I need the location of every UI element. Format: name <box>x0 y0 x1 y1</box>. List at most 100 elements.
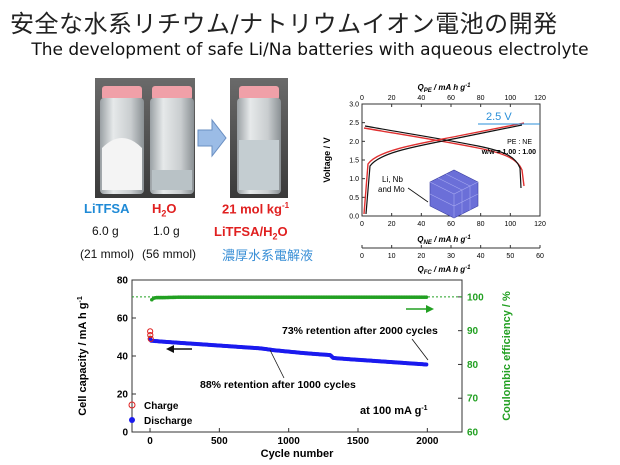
fc-tick-label: 20 <box>417 253 425 260</box>
cycle-x-tick-label: 1000 <box>278 436 301 447</box>
salt-vial <box>100 86 144 194</box>
chart-legend: Charge Discharge <box>128 401 193 427</box>
retention-2000-pointer <box>411 338 429 361</box>
voltage-chart: QPE / mA h g-1 0 20 40 60 80 100 120 0.00.51.0… <box>322 83 546 276</box>
capacity-axis-arrow-icon <box>166 345 192 353</box>
top-tick-label: 80 <box>477 95 485 102</box>
top-axis-label: QPE / mA h g-1 <box>417 83 471 94</box>
page-title: 安全な水系リチウム/ナトリウムイオン電池の開発 <box>10 10 558 38</box>
water-mass: 1.0 g <box>153 224 180 238</box>
voltage-y-tick-label: 3.0 <box>349 102 359 109</box>
mixing-arrow-icon <box>197 118 227 158</box>
fc-tick-label: 60 <box>536 253 544 260</box>
efficiency-axis-arrow-icon <box>406 305 434 313</box>
retention-1000-annotation: 88% retention after 1000 cycles <box>200 379 356 391</box>
efficiency-y-tick-label: 90 <box>467 326 479 337</box>
elements-pointer <box>407 187 429 203</box>
cycle-x-axis-label: Cycle number <box>261 448 334 460</box>
efficiency-point <box>424 295 429 300</box>
bottom-axis-label: QNE / mA h g-1 <box>417 235 471 246</box>
top-tick-label: 20 <box>388 95 396 102</box>
voltage-y-tick-label: 1.0 <box>349 176 359 183</box>
retention-2000-annotation: 73% retention after 2000 cycles <box>282 325 438 337</box>
cycling-chart: 0 20 40 60 80 60 70 80 90 100 0 500 1000 1500 2000 C… <box>77 276 513 461</box>
product-concentration: 21 mol kg-1 <box>222 201 290 217</box>
mass-ratio-line-1: PE : NE <box>507 139 532 146</box>
capacity-y-tick-label: 0 <box>122 428 128 439</box>
crystal-structure-icon <box>429 169 479 219</box>
legend-charge-label: Charge <box>144 401 179 412</box>
ne-charge-curve <box>363 122 525 215</box>
bottom-tick-label: 80 <box>477 221 485 228</box>
fc-tick-label: 10 <box>388 253 396 260</box>
efficiency-y-tick-label: 100 <box>467 292 484 303</box>
voltage-y-tick-label: 2.0 <box>349 139 359 146</box>
capacity-y-tick-label: 40 <box>117 352 129 363</box>
fc-axis-ticks: 0 10 20 30 40 50 60 <box>360 245 544 260</box>
capacity-y-tick-label: 60 <box>117 314 129 325</box>
bottom-tick-label: 40 <box>417 221 425 228</box>
product-name: LiTFSA/H2O <box>214 224 288 242</box>
pe-discharge-curve <box>364 125 522 189</box>
ne-discharge-curve <box>365 124 523 215</box>
top-tick-label: 120 <box>534 95 546 102</box>
bottom-tick-label: 120 <box>534 221 546 228</box>
charge-point <box>147 328 154 335</box>
legend-discharge-label: Discharge <box>144 416 193 427</box>
efficiency-y-tick-label: 70 <box>467 394 479 405</box>
product-note: 濃厚水系電解液 <box>222 249 314 264</box>
voltage-y-tick-label: 2.5 <box>349 120 359 127</box>
fc-tick-label: 40 <box>477 253 485 260</box>
voltage-y-tick-label: 0.0 <box>349 214 359 221</box>
salt-mmol: (21 mmol) <box>80 247 135 261</box>
elements-line-2: and Mo <box>378 185 405 194</box>
cycling-series <box>147 295 429 367</box>
top-tick-label: 40 <box>417 95 425 102</box>
fc-tick-label: 0 <box>360 253 364 260</box>
water-name: H2O <box>152 201 177 219</box>
voltage-y-ticks: 0.0 0.5 1.0 1.5 2.0 2.5 3.0 <box>349 102 365 221</box>
discharge-point <box>424 362 429 367</box>
capacity-y-axis-label: Cell capacity / mA h g-1 <box>77 296 89 416</box>
legend-charge-marker <box>128 401 136 409</box>
capacity-y-tick-label: 80 <box>117 276 129 287</box>
top-tick-label: 100 <box>504 95 516 102</box>
salt-mass: 6.0 g <box>92 224 119 238</box>
top-tick-label: 60 <box>447 95 455 102</box>
fc-axis-label: QFC / mA h g-1 <box>417 265 471 276</box>
bottom-tick-label: 60 <box>447 221 455 228</box>
efficiency-y-tick-label: 60 <box>467 428 479 439</box>
cycle-x-tick-label: 500 <box>211 436 228 447</box>
fc-tick-label: 50 <box>506 253 514 260</box>
bottom-tick-label: 100 <box>504 221 516 228</box>
voltage-y-axis-label: Voltage / V <box>322 137 332 182</box>
voltage-annotation: 2.5 V <box>486 111 512 123</box>
legend-discharge-marker <box>129 417 135 423</box>
cycle-x-tick-label: 0 <box>147 436 153 447</box>
capacity-y-tick-label: 20 <box>117 390 129 401</box>
charge-point <box>147 332 154 339</box>
voltage-y-tick-label: 1.5 <box>349 158 359 165</box>
efficiency-y-tick-label: 80 <box>467 360 479 371</box>
top-tick-label: 0 <box>360 95 364 102</box>
bottom-tick-label: 20 <box>388 221 396 228</box>
cycle-x-tick-label: 2000 <box>416 436 439 447</box>
top-axis-ticks: 0 20 40 60 80 100 120 <box>360 95 546 107</box>
salt-name: LiTFSA <box>84 201 130 216</box>
efficiency-y-axis-label: Coulombic efficiency / % <box>501 291 513 421</box>
retention-1000-pointer <box>269 349 285 379</box>
product-vial <box>237 86 281 194</box>
page-subtitle: The development of safe Li/Na batteries … <box>31 40 589 60</box>
fc-tick-label: 30 <box>447 253 455 260</box>
vials-illustration <box>95 78 288 198</box>
capacity-y-ticks: 0 20 40 60 80 <box>117 276 136 439</box>
bottom-tick-label: 0 <box>360 221 364 228</box>
rate-annotation: at 100 mA g-1 <box>360 405 428 417</box>
electrolyte-photo-panel <box>80 78 330 268</box>
voltage-y-tick-label: 0.5 <box>349 195 359 202</box>
water-vial <box>150 86 194 194</box>
water-mmol: (56 mmol) <box>142 247 197 261</box>
charge-point <box>147 335 154 343</box>
mass-ratio-line-2: w/w = 1.00 : 1.00 <box>481 149 536 156</box>
cycle-x-ticks: 0 500 1000 1500 2000 <box>147 428 439 447</box>
